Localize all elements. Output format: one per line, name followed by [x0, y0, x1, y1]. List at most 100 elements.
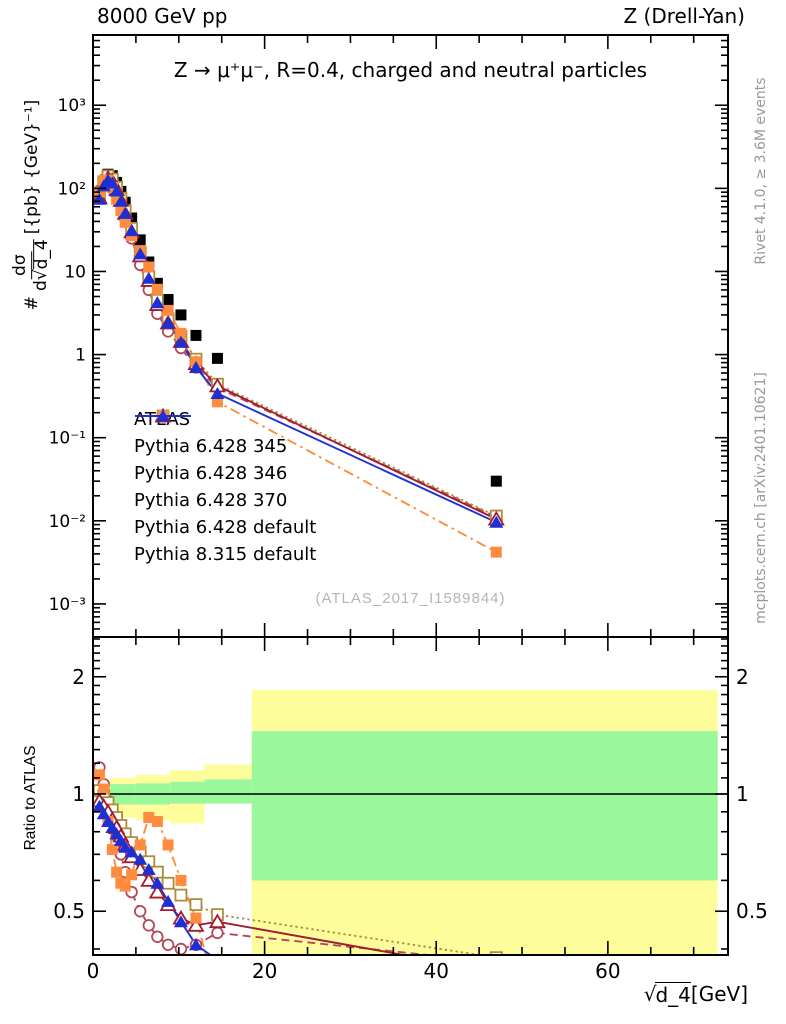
- ratio-marker-pythia-6-428-345: [211, 926, 224, 940]
- ratio-marker-pythia-6-428-default: [126, 869, 138, 881]
- x-tick-label: 60: [595, 959, 620, 983]
- main-y-tick-label: 10⁻¹: [49, 429, 86, 449]
- ratio-marker-pythia-8-315-default: [173, 915, 188, 928]
- marker-atlas: [151, 277, 163, 289]
- x-tick-label: 20: [252, 959, 277, 983]
- x-axis-label: √ d_4 [GeV]: [643, 982, 748, 1007]
- ratio-panel-frame: [92, 636, 729, 956]
- marker-pythia-8-315-default: [118, 206, 133, 219]
- ratio-marker-pythia-6-428-default: [98, 783, 110, 795]
- marker-pythia-6-428-default: [119, 216, 131, 228]
- legend-item-pythia-6-428-345: Pythia 6.428 345: [134, 409, 316, 460]
- ylabel-fraction: dσ d √ d_4: [10, 239, 52, 292]
- main-y-tick-label: 10³: [58, 96, 86, 116]
- rivet-version-note: Rivet 4.1.0, ≥ 3.6M events: [753, 76, 769, 265]
- ratio-marker-pythia-6-428-default: [111, 866, 123, 878]
- marker-atlas: [190, 329, 202, 341]
- legend-label: Pythia 6.428 346: [134, 463, 288, 484]
- ratio-marker-pythia-6-428-346: [161, 876, 175, 890]
- marker-pythia-6-428-default: [143, 261, 155, 273]
- ratio-band-green: [204, 779, 252, 804]
- ratio-marker-pythia-6-428-default: [134, 839, 146, 851]
- marker-atlas: [162, 293, 174, 305]
- ratio-marker-pythia-6-428-default: [175, 874, 187, 886]
- ratio-marker-pythia-6-428-default: [93, 769, 105, 781]
- plot-title: Z → μ⁺μ⁻, R=0.4, charged and neutral par…: [173, 58, 648, 82]
- ratio-marker-pythia-8-315-default: [96, 807, 111, 820]
- marker-pythia-8-315-default: [109, 184, 124, 197]
- marker-pythia-6-428-default: [162, 304, 174, 316]
- ratio-marker-pythia-6-428-default: [151, 815, 163, 827]
- ratio-y-tick-label-left: 1: [72, 782, 85, 806]
- marker-pythia-6-428-default: [111, 193, 123, 205]
- ratio-uncertainty-bands: [97, 689, 718, 955]
- legend-item-pythia-8-315-default: Pythia 8.315 default: [134, 409, 317, 568]
- legend-label: Pythia 8.315 default: [134, 544, 317, 565]
- marker-pythia-6-428-default: [211, 396, 223, 408]
- main-y-tick-label: 10⁻²: [49, 512, 86, 532]
- ratio-marker-pythia-6-428-default: [106, 844, 118, 856]
- legend-item-pythia-6-428-default: Pythia 6.428 default: [134, 410, 317, 541]
- ratio-marker-pythia-6-428-default: [212, 992, 223, 1003]
- axis-ticks: [92, 34, 728, 955]
- sqrt-icon: √: [31, 269, 51, 281]
- legend-label: Pythia 6.428 370: [134, 490, 288, 511]
- marker-atlas: [211, 352, 223, 364]
- marker-pythia-8-315-default: [141, 271, 156, 284]
- ratio-band-green: [251, 731, 718, 881]
- main-y-tick-label: 10²: [58, 179, 86, 199]
- x-tick-label: 0: [87, 959, 100, 983]
- ratio-marker-pythia-6-428-346: [489, 951, 503, 955]
- ratio-marker-pythia-6-428-default: [162, 839, 174, 851]
- ratio-marker-pythia-6-428-345: [133, 905, 147, 918]
- ratio-marker-pythia-8-315-default: [133, 852, 148, 865]
- ratio-marker-pythia-8-315-default: [150, 876, 165, 889]
- ratio-marker-pythia-6-428-370: [208, 913, 226, 929]
- ratio-marker-pythia-8-315-default: [188, 938, 203, 951]
- ratio-band-green: [170, 781, 205, 804]
- ratio-marker-pythia-6-428-345: [151, 930, 164, 943]
- sqrt-icon: √: [643, 982, 657, 1006]
- marker-pythia-8-315-default: [150, 296, 165, 309]
- marker-atlas: [490, 475, 502, 487]
- ratio-marker-pythia-6-428-default: [190, 912, 202, 924]
- ylabel-prefix: #: [22, 296, 42, 311]
- main-y-axis-label: # dσ d √ d_4 [{pb} {GeV}⁻¹]: [0, 30, 64, 380]
- header-beam-energy: 8000 GeV pp: [97, 4, 228, 28]
- marker-pythia-8-315-default: [489, 515, 504, 528]
- main-y-tick-label: 10: [64, 262, 86, 282]
- legend-label: Pythia 6.428 default: [134, 517, 317, 538]
- ratio-y-tick-label-right: 1: [736, 782, 749, 806]
- marker-pythia-6-428-default: [490, 546, 502, 558]
- ratio-marker-pythia-6-428-346: [174, 888, 188, 902]
- ratio-marker-pythia-8-315-default: [141, 862, 156, 875]
- main-y-tick-label: 1: [75, 346, 86, 366]
- legend-item-pythia-6-428-346: Pythia 6.428 346: [134, 409, 316, 487]
- x-tick-label: 40: [424, 959, 449, 983]
- mcplots-arxiv-note: mcplots.cern.ch [arXiv:2401.10621]: [753, 372, 769, 624]
- marker-pythia-8-315-default: [188, 360, 203, 373]
- marker-pythia-8-315-default: [105, 176, 120, 189]
- marker-pythia-6-428-default: [151, 283, 163, 295]
- ratio-marker-pythia-6-428-default: [119, 880, 131, 892]
- main-y-tick-label: 10⁻³: [49, 595, 86, 615]
- axis-tick-labels: 10³ 10² 10 1 10⁻¹ 10⁻² 10⁻³ 2 2 1 1 0.5 0.5 0 20 40 60: [49, 96, 768, 983]
- ylabel-units: [{pb} {GeV}⁻¹]: [22, 99, 42, 235]
- ratio-marker-pythia-6-428-345: [142, 919, 155, 932]
- analysis-watermark: (ATLAS_2017_I1589844): [315, 590, 506, 607]
- marker-pythia-8-315-default: [161, 316, 176, 329]
- ratio-panel-series: [93, 761, 503, 1003]
- ratio-y-tick-label-left: 2: [72, 665, 85, 689]
- ratio-marker-pythia-6-428-default: [143, 812, 155, 824]
- marker-atlas: [134, 234, 146, 246]
- ratio-marker-pythia-6-428-345: [161, 938, 175, 951]
- ratio-y-tick-label-left: 0.5: [53, 899, 85, 923]
- ratio-marker-pythia-6-428-370: [489, 965, 503, 977]
- marker-pythia-8-315-default: [210, 387, 225, 400]
- marker-pythia-6-428-default: [175, 327, 187, 339]
- marker-pythia-8-315-default: [124, 224, 139, 237]
- marker-pythia-8-315-default: [173, 335, 188, 348]
